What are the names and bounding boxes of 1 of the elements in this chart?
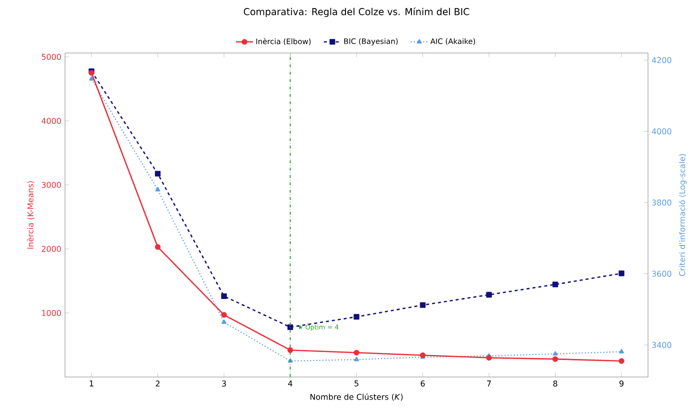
chart-title: Comparativa: Regla del Colze vs. Mínim del BIC [244,8,470,18]
